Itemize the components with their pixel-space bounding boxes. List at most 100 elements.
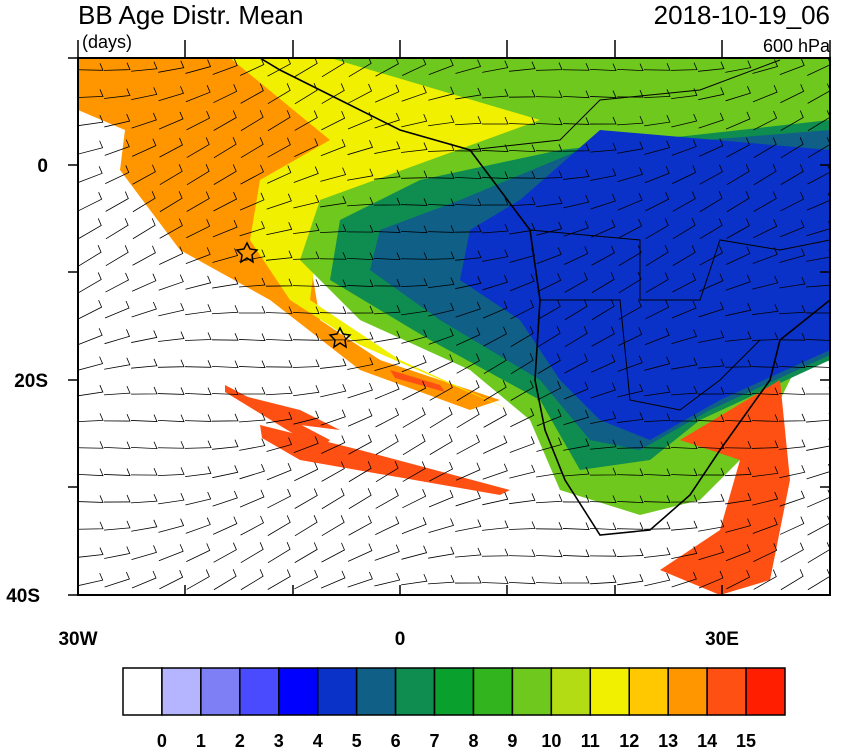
colorbar-label: 9 bbox=[507, 731, 517, 750]
colorbar-label: 7 bbox=[430, 731, 440, 750]
wind-barb bbox=[131, 138, 157, 157]
wind-barb bbox=[78, 441, 104, 449]
wind-barb bbox=[186, 569, 210, 590]
wind-barb bbox=[616, 89, 644, 98]
wind-barb bbox=[132, 218, 156, 240]
wind-barb bbox=[267, 58, 291, 77]
wind-barb bbox=[807, 137, 830, 159]
wind-barb bbox=[697, 386, 725, 395]
wind-barb bbox=[589, 467, 617, 476]
wind-barb bbox=[779, 220, 805, 238]
wind-barb bbox=[130, 386, 158, 395]
wind-barb bbox=[346, 279, 374, 287]
colorbar-box bbox=[355, 667, 397, 716]
wind-barb bbox=[482, 88, 509, 99]
wind-barb bbox=[400, 225, 428, 234]
wind-barb bbox=[374, 304, 401, 315]
wind-barb bbox=[644, 328, 670, 346]
wind-barb bbox=[348, 83, 373, 104]
wind-barb bbox=[807, 569, 830, 591]
wind-barb bbox=[589, 63, 617, 72]
wind-barb bbox=[132, 191, 156, 213]
wind-barb bbox=[780, 542, 804, 563]
wind-barb bbox=[753, 219, 778, 239]
wind-barb bbox=[699, 138, 724, 157]
wind-barb bbox=[670, 413, 698, 422]
wind-barb bbox=[537, 273, 562, 293]
wind-barb bbox=[509, 493, 536, 505]
wind-barb bbox=[751, 414, 779, 422]
wind-barb bbox=[211, 333, 239, 341]
wind-barb bbox=[292, 279, 320, 287]
wind-barb bbox=[698, 301, 724, 318]
wind-barb bbox=[807, 542, 830, 564]
wind-barb bbox=[481, 197, 509, 206]
wind-barb bbox=[752, 491, 779, 506]
wind-barb bbox=[184, 414, 212, 422]
wind-barb bbox=[456, 434, 480, 455]
wind-barb bbox=[374, 330, 401, 343]
wind-barb bbox=[158, 274, 184, 291]
wind-barb bbox=[213, 84, 238, 104]
wind-barb bbox=[536, 247, 562, 264]
wind-barb bbox=[481, 548, 509, 557]
wind-barb bbox=[536, 221, 563, 236]
wind-barb bbox=[131, 358, 158, 369]
wind-barb bbox=[265, 306, 293, 314]
wind-barb bbox=[347, 331, 374, 342]
wind-barb bbox=[778, 360, 806, 369]
lat-label: 0 bbox=[37, 156, 48, 177]
wind-barb bbox=[294, 569, 319, 590]
wind-barb bbox=[319, 252, 347, 260]
wind-barb bbox=[78, 299, 103, 320]
wind-barb bbox=[535, 117, 563, 126]
colorbar-box bbox=[433, 667, 475, 716]
wind-barb bbox=[293, 385, 320, 397]
wind-barb bbox=[294, 138, 319, 158]
wind-barb bbox=[752, 517, 778, 534]
wind-barb bbox=[455, 59, 482, 74]
title: BB Age Distr. Mean bbox=[78, 0, 303, 30]
wind-barb bbox=[537, 380, 562, 401]
wind-barb bbox=[591, 326, 615, 347]
wind-barb bbox=[563, 466, 590, 477]
colorbar-label: 14 bbox=[697, 731, 717, 750]
wind-barb bbox=[374, 572, 401, 587]
wind-barb bbox=[78, 272, 102, 293]
wind-barb bbox=[698, 519, 725, 532]
wind-barb bbox=[159, 218, 183, 239]
wind-barb bbox=[347, 357, 374, 370]
wind-barb bbox=[591, 245, 615, 266]
wind-barb bbox=[805, 305, 830, 314]
wind-barb bbox=[455, 250, 482, 261]
wind-barb bbox=[482, 275, 508, 291]
wind-barb bbox=[454, 144, 482, 152]
wind-barb bbox=[240, 58, 265, 76]
wind-barb bbox=[319, 306, 347, 314]
wind-barb bbox=[427, 143, 455, 152]
wind-barb bbox=[320, 139, 346, 157]
wind-barb bbox=[240, 164, 264, 185]
wind-barb bbox=[537, 326, 561, 348]
wind-barb bbox=[671, 571, 697, 588]
wind-barb bbox=[672, 218, 696, 240]
wind-barb bbox=[591, 299, 615, 321]
wind-barb bbox=[104, 546, 131, 559]
wind-barb bbox=[618, 327, 643, 346]
wind-barb bbox=[509, 61, 536, 72]
wind-barb bbox=[157, 467, 185, 477]
wind-barb bbox=[132, 164, 156, 185]
wind-barb bbox=[402, 381, 427, 401]
wind-barb bbox=[266, 222, 293, 236]
wind-barb bbox=[294, 515, 318, 537]
wind-barb bbox=[617, 167, 644, 183]
wind-barb bbox=[564, 299, 588, 321]
wind-barb bbox=[590, 168, 617, 181]
wind-barb bbox=[564, 353, 588, 374]
wind-barb bbox=[780, 137, 804, 159]
wind-barb bbox=[429, 380, 453, 401]
wind-barb bbox=[509, 436, 535, 453]
wind-barb bbox=[726, 191, 750, 213]
wind-barb bbox=[213, 516, 238, 535]
wind-barb bbox=[321, 110, 346, 131]
